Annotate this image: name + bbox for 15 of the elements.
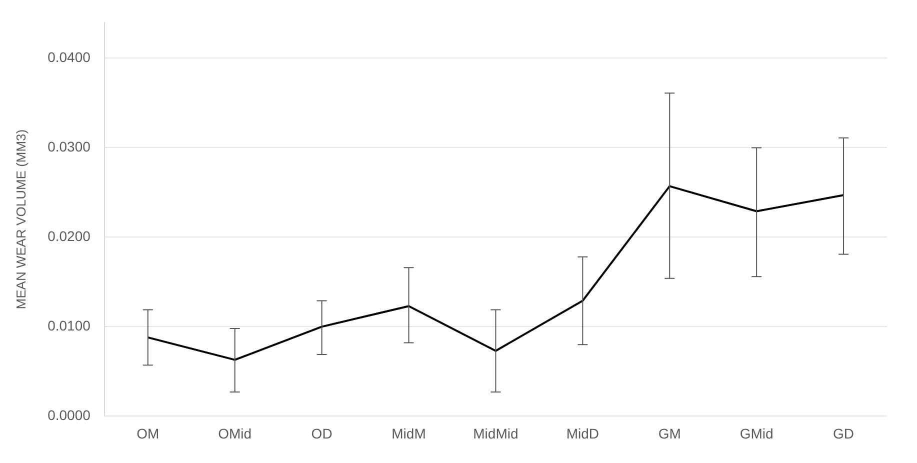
x-tick-label: GD xyxy=(833,425,854,442)
x-tick-label: MidM xyxy=(392,425,426,442)
y-tick-label: 0.0000 xyxy=(48,407,91,424)
y-tick-label: 0.0300 xyxy=(48,138,91,155)
x-tick-label: GMid xyxy=(740,425,774,442)
y-tick-label: 0.0100 xyxy=(48,318,91,334)
x-tick-label: OM xyxy=(136,425,160,442)
x-tick-label: OMid xyxy=(218,425,252,442)
y-axis-title: MEAN WEAR VOLUME (MM3) xyxy=(13,129,28,310)
x-tick-label: OD xyxy=(311,425,332,442)
x-tick-label: MidMid xyxy=(473,425,518,442)
x-tick-label: GM xyxy=(658,425,681,442)
y-tick-label: 0.0400 xyxy=(48,49,91,66)
x-tick-label: MidD xyxy=(566,425,599,442)
y-tick-label: 0.0200 xyxy=(48,228,91,244)
